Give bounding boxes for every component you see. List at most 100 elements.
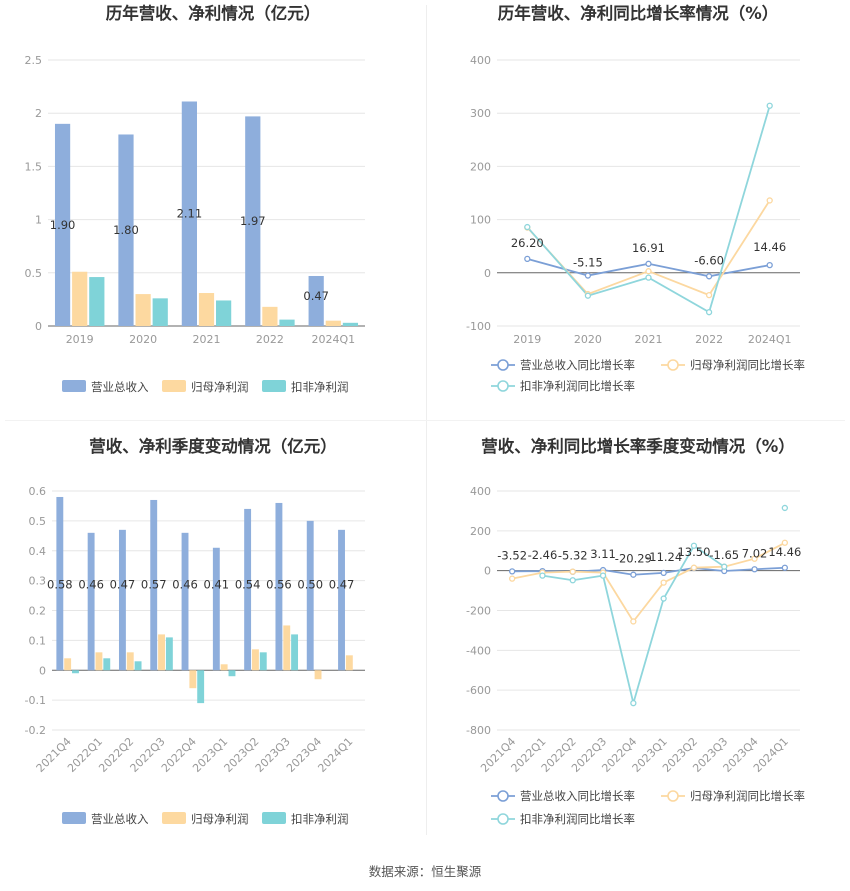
quarterly-growth-rate-chart: 营收、净利同比增长率季度变动情况（%） -800 -600 -400 -200 0 200… (425, 425, 850, 855)
x-tick-label: 2022 (695, 333, 723, 346)
y-tick-label: 200 (470, 525, 491, 538)
bar-revenue (306, 520, 314, 671)
series-line-deducted-profit-growth (542, 508, 784, 703)
legend-label: 扣非净利润同比增长率 (520, 812, 635, 826)
bar-deducted-profit (259, 652, 267, 671)
chart-title: 营收、净利同比增长率季度变动情况（%） (481, 436, 795, 456)
y-tick-label: 400 (470, 485, 491, 498)
data-point (524, 223, 531, 231)
data-label: 13.50 (677, 545, 710, 559)
data-point (705, 309, 713, 316)
data-label: -2.46 (528, 548, 558, 562)
data-label: 0.47 (303, 289, 329, 303)
y-tick-label: 0.6 (29, 485, 47, 498)
legend-swatch (162, 812, 186, 824)
bar-revenue (212, 547, 220, 671)
legend-label: 扣非净利润 (291, 380, 349, 394)
legend-label: 营业总收入同比增长率 (520, 789, 635, 803)
data-point (645, 268, 652, 275)
data-point (630, 571, 637, 578)
data-label: 16.91 (632, 241, 665, 255)
y-tick-label: 0.2 (29, 605, 47, 618)
data-point (569, 568, 576, 575)
quarterly-revenue-profit-svg: 营收、净利季度变动情况（亿元） -0.2 -0.1 0 0.1 0.2 0.3 0.4 0.5… (25, 436, 365, 826)
bar-revenue (245, 116, 261, 326)
bar-net-profit (189, 670, 197, 689)
y-tick-label: 400 (470, 54, 491, 67)
data-label: 1.90 (50, 218, 76, 232)
bar-net-profit (158, 634, 165, 671)
data-point (584, 292, 592, 299)
y-tick-label: 200 (470, 160, 491, 173)
legend-swatch (62, 812, 86, 824)
bar-net-profit (283, 625, 291, 671)
data-label: 0.46 (78, 578, 104, 592)
data-point (645, 274, 652, 281)
data-label: 0.46 (172, 578, 198, 592)
data-point (690, 542, 698, 549)
bar-net-profit (64, 658, 72, 671)
data-point (781, 504, 789, 512)
x-tick-label: 2024Q1 (748, 333, 792, 346)
series-line-net-profit-growth (511, 541, 786, 624)
data-point (705, 291, 713, 299)
legend-marker (497, 813, 509, 825)
legend-swatch (262, 380, 286, 392)
data-label: 7.02 (742, 546, 768, 560)
y-tick-label: -800 (466, 724, 491, 737)
data-label: 0.56 (266, 578, 292, 592)
legend-label: 营业总收入 (91, 380, 149, 394)
bar-revenue (150, 499, 158, 671)
data-source: 数据来源：恒生聚源 (368, 864, 482, 879)
bar-revenue (87, 532, 95, 671)
chart-title: 历年营收、净利同比增长率情况（%） (498, 3, 779, 23)
data-label: 26.20 (511, 236, 544, 250)
y-tick-label: 0 (484, 565, 491, 578)
legend-label: 归母净利润同比增长率 (690, 789, 805, 803)
data-point (630, 618, 637, 625)
legend-label: 营业总收入 (91, 812, 149, 826)
legend-marker (497, 380, 509, 392)
series-line-deducted-profit-growth (526, 105, 771, 314)
x-tick-label: 2019 (513, 333, 541, 346)
bar-deducted-profit (89, 277, 105, 326)
y-tick-label: 0 (39, 664, 46, 677)
y-tick-label: -200 (466, 605, 491, 618)
y-tick-label: 0 (484, 267, 491, 280)
data-label: 0.57 (141, 578, 167, 592)
legend-swatch (162, 380, 186, 392)
data-label: 0.47 (110, 578, 136, 592)
quarterly-revenue-profit-chart: 营收、净利季度变动情况（亿元） -0.2 -0.1 0 0.1 0.2 0.3 0.4 0.5… (0, 425, 425, 855)
bar-revenue (56, 496, 64, 671)
data-point (569, 577, 576, 584)
x-tick-label: 2020 (574, 333, 602, 346)
data-point (751, 555, 758, 562)
x-tick-label: 2021 (193, 333, 221, 346)
bar-revenue (181, 532, 189, 671)
bar-deducted-profit (216, 300, 232, 326)
data-label: -5.32 (558, 549, 588, 563)
annual-revenue-profit-chart: 历年营收、净利情况（亿元） 0 0.5 1 1.5 2 2.5 2019 2020 2021 20… (0, 0, 425, 430)
data-label: 1.80 (113, 223, 139, 237)
quarterly-growth-rate-svg: 营收、净利同比增长率季度变动情况（%） -800 -600 -400 -200 0 200… (466, 436, 805, 826)
bar-revenue (118, 134, 134, 326)
legend-marker (667, 359, 679, 371)
data-label: -20.29 (615, 552, 652, 566)
x-tick-label: 2019 (66, 333, 94, 346)
data-label: 0.47 (329, 578, 355, 592)
y-tick-label: 0 (35, 320, 42, 333)
y-tick-label: 1.5 (25, 160, 43, 173)
x-tick-label: 2024Q1 (315, 735, 355, 775)
legend-label: 归母净利润 (191, 812, 249, 826)
y-tick-label: 0.3 (29, 575, 47, 588)
data-point (509, 568, 516, 575)
data-point (539, 572, 546, 579)
y-tick-label: -400 (466, 644, 491, 657)
data-label: 14.46 (753, 240, 786, 254)
data-label: -5.15 (573, 256, 603, 270)
data-point (584, 272, 592, 279)
y-tick-label: -600 (466, 684, 491, 697)
y-tick-label: 2.5 (25, 54, 43, 67)
x-tick-label: 2020 (129, 333, 157, 346)
data-point (660, 595, 667, 602)
